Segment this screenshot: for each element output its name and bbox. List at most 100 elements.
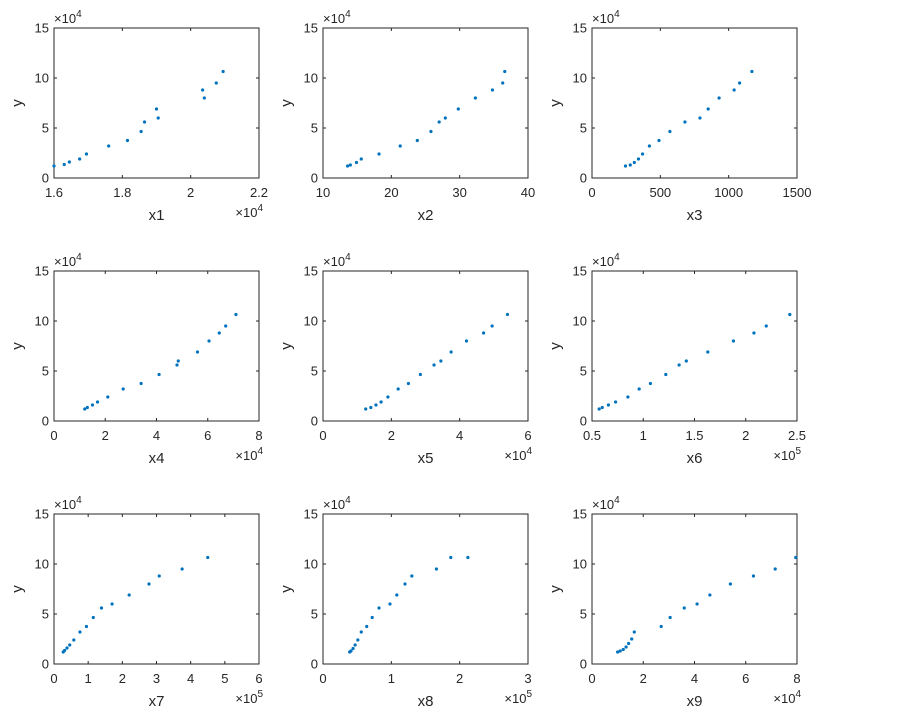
data-point (403, 582, 407, 586)
data-point (637, 387, 641, 391)
x-exponent-label-power: 5 (257, 689, 263, 700)
y-tick-label: 0 (580, 171, 587, 186)
y-tick-label: 5 (580, 364, 587, 379)
x-tick-label: 2 (102, 428, 109, 443)
y-exponent-label-power: 4 (345, 495, 351, 506)
y-tick-label: 5 (311, 364, 318, 379)
x-tick-label: 4 (187, 671, 194, 686)
data-point (406, 381, 411, 386)
data-point (396, 387, 400, 391)
x-tick-label: 2.5 (788, 428, 806, 443)
x-tick-label: 0 (588, 671, 595, 686)
data-point (201, 88, 205, 92)
data-point (621, 647, 625, 652)
x-tick-label: 8 (793, 671, 800, 686)
scatter-panel-x9: 0 2 4 6 8 0 5 10 15 ×104 ×104 x9 y (547, 495, 801, 710)
x-tick-label: 6 (204, 428, 211, 443)
x-tick-label: 8 (255, 428, 262, 443)
data-point (365, 624, 369, 629)
data-point (695, 602, 699, 606)
data-point (175, 363, 179, 367)
x-exponent-label: ×105 (504, 689, 532, 706)
y-exponent-label: ×104 (592, 9, 620, 26)
x-tick-label: 1500 (783, 185, 812, 200)
data-point (668, 129, 672, 134)
x-tick-label: 2.2 (250, 185, 268, 200)
scatter-panel-x3: 0 500 1000 1500 0 5 10 15 ×104 x3 y (547, 9, 811, 224)
x-axis-label: x2 (418, 207, 434, 224)
data-point (206, 555, 210, 560)
data-point (398, 144, 402, 148)
x-tick-label: 5 (221, 671, 228, 686)
data-point (636, 157, 641, 161)
y-exponent-label: ×104 (323, 9, 351, 26)
y-exponent-label: ×104 (54, 252, 82, 269)
data-point (640, 152, 645, 156)
plot-area (322, 27, 529, 179)
data-point (473, 96, 477, 100)
data-point (490, 88, 495, 92)
data-point (395, 593, 399, 597)
y-tick-label: 10 (573, 557, 587, 572)
y-tick-label: 10 (304, 557, 318, 572)
x-tick-label: 6 (255, 671, 262, 686)
data-point (78, 157, 82, 161)
x-exponent-label: ×104 (504, 446, 532, 463)
y-exponent-label: ×104 (592, 495, 620, 512)
x-tick-label: 2 (640, 671, 647, 686)
data-point (346, 164, 350, 168)
data-point (379, 400, 383, 404)
data-point (648, 381, 653, 386)
y-tick-label: 15 (35, 264, 49, 279)
data-point (349, 649, 353, 653)
y-axis-label: y (547, 342, 564, 350)
y-tick-label: 15 (573, 264, 587, 279)
data-point (606, 403, 611, 407)
y-axis-label: y (278, 585, 295, 593)
x-exponent-label: ×104 (235, 446, 263, 463)
x-tick-label: 20 (384, 185, 398, 200)
x-tick-label: 10 (316, 185, 330, 200)
x-tick-label: 1 (85, 671, 92, 686)
y-tick-label: 10 (304, 314, 318, 329)
x-tick-label: 0 (588, 185, 595, 200)
plot-area (591, 270, 798, 422)
data-point (91, 615, 95, 620)
y-tick-label: 0 (580, 414, 587, 429)
plot-area (322, 270, 529, 422)
scatter-panel-x8: 0 1 2 3 0 5 10 15 ×104 ×105 x8 y (278, 495, 532, 710)
data-point (356, 638, 360, 642)
y-tick-label: 0 (311, 171, 318, 186)
data-point (481, 331, 486, 335)
data-point (157, 574, 161, 578)
data-point (180, 567, 184, 571)
x-axis-label: x8 (418, 693, 434, 710)
y-exponent-label: ×104 (54, 9, 82, 26)
x-axis-label: x4 (149, 450, 165, 467)
x-tick-label: 30 (452, 185, 466, 200)
data-point (107, 144, 111, 148)
x-exponent-label-power: 5 (795, 446, 801, 457)
data-point (139, 381, 143, 386)
y-tick-label: 0 (42, 657, 49, 672)
data-point (764, 324, 768, 328)
x-tick-label: 0 (319, 671, 326, 686)
data-point (647, 144, 652, 148)
y-exponent-label: ×104 (323, 252, 351, 269)
data-point (410, 574, 414, 578)
data-point (154, 107, 159, 111)
x-tick-label: 1 (640, 428, 647, 443)
y-tick-label: 10 (304, 71, 318, 86)
y-axis-label: y (9, 585, 26, 593)
y-tick-label: 5 (580, 121, 587, 136)
data-point (505, 312, 510, 317)
data-point (369, 405, 373, 410)
data-point (751, 574, 756, 578)
data-point (732, 88, 736, 92)
scatter-panel-x1: 1.6 1.8 2 2.2 0 5 10 15 ×104 ×104 x1 y (9, 9, 268, 224)
x-tick-label: 0 (319, 428, 326, 443)
y-axis-label: y (9, 342, 26, 350)
data-point (706, 350, 710, 354)
y-tick-label: 0 (311, 414, 318, 429)
plot-area (53, 27, 260, 179)
